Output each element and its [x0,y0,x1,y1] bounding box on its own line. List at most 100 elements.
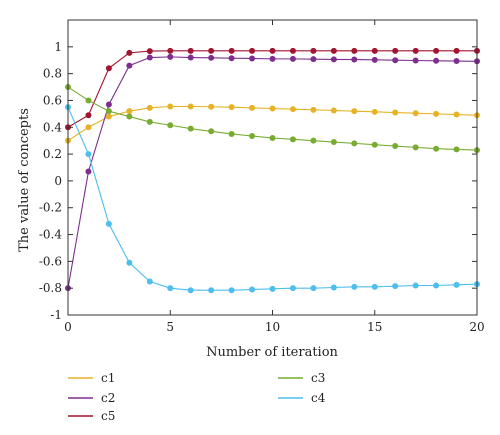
legend-label: c4 [311,391,326,405]
data-point-c5 [412,47,419,54]
data-point-c1 [105,113,112,120]
y-tick-label: -0.8 [39,281,62,295]
data-point-c3 [126,113,133,120]
y-tick-label: 0.8 [43,67,62,81]
data-point-c3 [85,97,92,104]
data-point-c2 [289,55,296,62]
data-point-c4 [208,287,215,294]
data-point-c4 [167,285,174,292]
data-point-c3 [187,125,194,132]
data-point-c4 [330,284,337,291]
data-point-c2 [187,54,194,61]
data-point-c5 [208,47,215,54]
data-point-c1 [126,108,133,115]
x-tick-label: 20 [469,320,484,334]
data-point-c5 [351,47,358,54]
series-c3 [65,84,480,154]
y-tick-label: 0.2 [43,147,62,161]
data-point-c1 [351,108,358,115]
series-c4 [65,104,480,294]
data-point-c3 [351,140,358,147]
series-line-c2 [67,56,478,289]
data-point-c2 [392,57,399,64]
data-point-c4 [392,283,399,290]
data-point-c5 [187,47,194,54]
data-point-c3 [208,128,215,135]
legend-item-c5: c5 [68,409,115,423]
data-point-c1 [330,107,337,114]
data-point-c5 [330,47,337,54]
data-point-c5 [126,49,133,56]
data-point-c5 [371,47,378,54]
y-tick-label: -0.6 [39,254,62,268]
series-c5 [65,47,480,131]
data-point-c5 [310,47,317,54]
y-tick-label: 0.6 [43,93,62,107]
data-point-c2 [433,57,440,64]
data-point-c3 [146,118,153,125]
data-point-c4 [371,283,378,290]
data-point-c2 [167,53,174,60]
data-point-c1 [289,106,296,113]
x-tick-label: 5 [166,320,174,334]
data-point-c4 [105,220,112,227]
y-tick-label: -0.2 [39,201,62,215]
data-point-c2 [330,56,337,63]
legend-item-c1: c1 [68,371,115,385]
data-point-c4 [146,278,153,285]
data-point-c3 [433,145,440,152]
data-point-c5 [433,47,440,54]
data-point-c2 [371,56,378,63]
data-point-c4 [187,287,194,294]
y-tick-label: 0.4 [43,120,62,134]
data-point-c4 [453,281,460,288]
data-point-c5 [269,47,276,54]
series-c2 [65,53,480,292]
data-point-c2 [146,54,153,61]
data-point-c2 [249,55,256,62]
data-point-c1 [85,124,92,131]
data-point-c1 [249,104,256,111]
data-point-c3 [330,139,337,146]
data-point-c3 [228,130,235,137]
data-point-c2 [105,101,112,108]
data-point-c2 [351,56,358,63]
legend-label: c3 [311,371,325,385]
axes: -1-0.8-0.6-0.4-0.200.20.40.60.810 5 10 15 20 [39,19,485,334]
data-point-c5 [146,48,153,55]
series-c1 [65,103,480,144]
data-point-c1 [269,105,276,112]
data-point-c5 [249,47,256,54]
data-point-c1 [453,111,460,118]
data-point-c3 [310,137,317,144]
data-point-c3 [392,143,399,150]
data-point-c3 [105,108,112,115]
data-point-c4 [351,283,358,290]
y-axis-label: The value of concepts [17,108,32,252]
legend-item-c3: c3 [278,371,325,385]
x-tick-label: 0 [64,320,72,334]
data-point-c5 [167,47,174,54]
data-point-c3 [453,146,460,153]
y-tick-label: 0 [54,174,62,188]
data-point-c2 [412,57,419,64]
data-point-c1 [392,109,399,116]
data-point-c2 [126,62,133,69]
series-layer [65,47,480,294]
data-point-c1 [310,106,317,113]
x-tick-label: 10 [265,320,280,334]
data-point-c1 [208,103,215,110]
legend-label: c5 [101,409,115,423]
y-tick-label: -0.4 [39,228,63,242]
data-point-c4 [126,259,133,266]
data-point-c1 [412,110,419,117]
data-point-c2 [310,56,317,63]
data-point-c4 [269,285,276,292]
data-point-c4 [433,282,440,289]
data-point-c1 [228,104,235,111]
data-point-c5 [105,65,112,72]
legend: c1 c2 c5 c3 c4 [68,371,326,423]
data-point-c1 [146,104,153,111]
data-point-c5 [289,47,296,54]
